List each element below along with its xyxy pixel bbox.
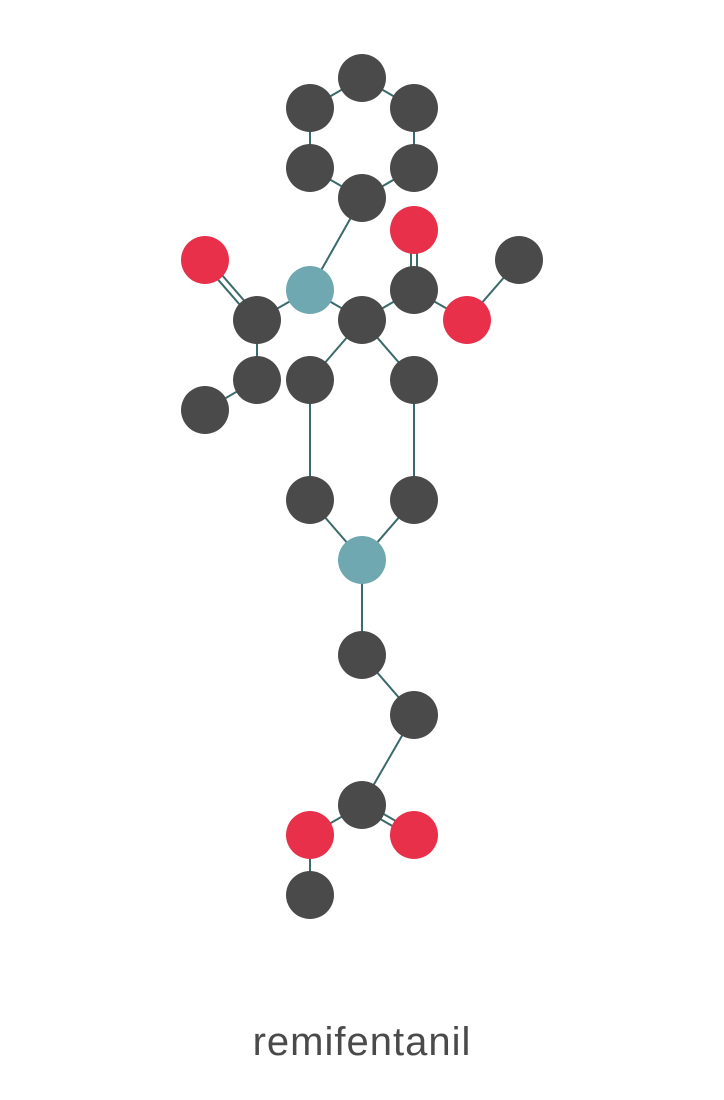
atom-c: [338, 781, 386, 829]
atom-n: [338, 536, 386, 584]
atom-o: [443, 296, 491, 344]
atom-c: [495, 236, 543, 284]
atom-n: [286, 266, 334, 314]
atom-c: [390, 476, 438, 524]
atom-c: [338, 631, 386, 679]
atom-o: [390, 206, 438, 254]
atom-c: [233, 356, 281, 404]
atom-o: [181, 236, 229, 284]
atom-c: [390, 144, 438, 192]
atom-c: [286, 871, 334, 919]
atom-o: [390, 811, 438, 859]
atom-c: [286, 356, 334, 404]
molecule-diagram: remifentanil: [0, 0, 724, 1100]
atom-c: [390, 84, 438, 132]
atom-o: [286, 811, 334, 859]
atom-c: [286, 476, 334, 524]
molecule-svg: [0, 0, 724, 1100]
atom-c: [390, 356, 438, 404]
atom-c: [233, 296, 281, 344]
atom-c: [181, 386, 229, 434]
atom-c: [286, 144, 334, 192]
atom-c: [338, 296, 386, 344]
atom-c: [286, 84, 334, 132]
molecule-name-label: remifentanil: [0, 1020, 724, 1065]
atom-c: [338, 174, 386, 222]
atom-c: [390, 266, 438, 314]
atom-c: [338, 54, 386, 102]
atom-c: [390, 691, 438, 739]
